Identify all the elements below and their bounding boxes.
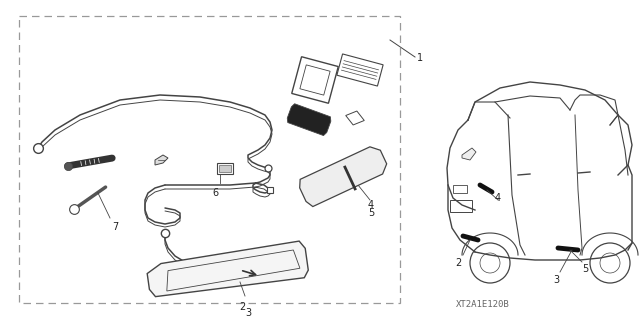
Polygon shape [155,155,168,165]
Text: 5: 5 [368,208,374,218]
Polygon shape [337,54,383,86]
Text: XT2A1E120B: XT2A1E120B [456,300,510,309]
Text: 2: 2 [239,302,245,312]
Polygon shape [300,65,330,95]
Text: 2: 2 [455,258,461,268]
Polygon shape [287,104,331,136]
Polygon shape [462,148,476,160]
Text: 3: 3 [245,308,251,318]
Bar [450,200,472,212]
Bar [217,163,233,174]
Polygon shape [300,147,387,207]
Polygon shape [292,57,339,103]
Text: 4: 4 [495,193,501,203]
Polygon shape [346,111,364,125]
Text: 7: 7 [112,222,118,232]
Bar [19,16,400,303]
Text: 5: 5 [582,264,588,274]
Bar [453,185,467,193]
Text: 3: 3 [553,275,559,285]
Bar [219,165,231,172]
Polygon shape [147,241,308,297]
Text: 1: 1 [417,53,423,63]
Text: 4: 4 [368,200,374,210]
Text: 6: 6 [212,188,218,198]
